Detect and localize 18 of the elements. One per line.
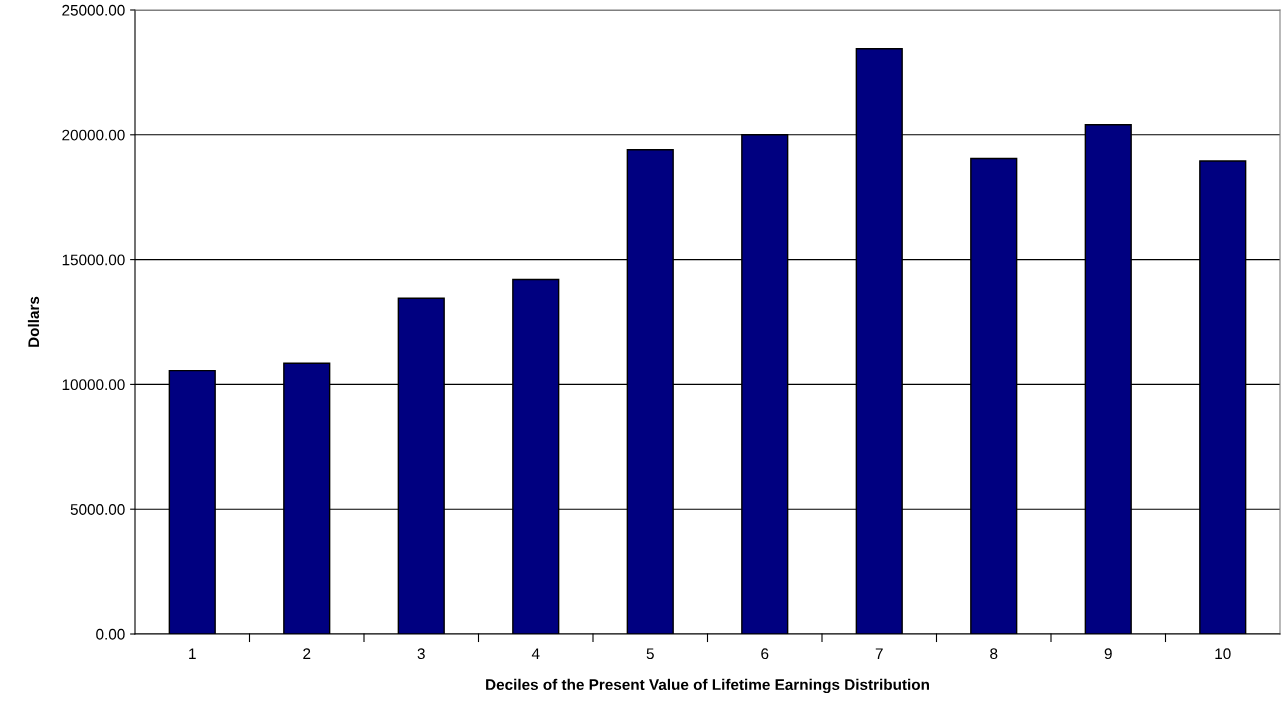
x-tick-label: 1 (189, 648, 196, 659)
y-tick-label: 15000.00 (62, 254, 125, 266)
x-tick-label: 8 (990, 648, 998, 660)
x-tick-label: 6 (761, 648, 769, 660)
x-tick-label: 10 (1215, 648, 1231, 660)
x-tick-label: 5 (646, 648, 654, 660)
x-tick-label: 4 (531, 648, 540, 659)
x-tick-label: 3 (417, 648, 425, 660)
y-tick-label: 0.00 (96, 628, 125, 640)
y-tick-label: 10000.00 (62, 379, 125, 391)
y-tick-label: 5000.00 (70, 504, 125, 515)
x-tick-label: 9 (1104, 648, 1112, 660)
y-tick-label: 20000.00 (62, 129, 125, 141)
y-tick-label: 25000.00 (62, 4, 125, 16)
x-axis-title: Deciles of the Present Value of Lifetime Earnings Distribution (486, 678, 929, 694)
x-tick-label: 2 (303, 648, 311, 659)
x-tick-label: 7 (875, 648, 883, 659)
y-axis-title: Dollars (27, 296, 40, 347)
